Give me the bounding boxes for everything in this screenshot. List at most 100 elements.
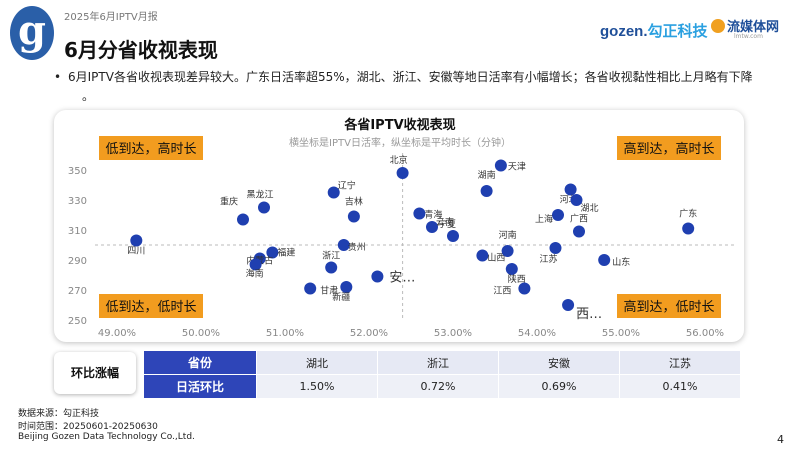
growth-table: 省份 湖北 浙江 安徽 江苏 日活环比 1.50% 0.72% 0.69% 0.…: [143, 350, 741, 399]
quadrant-bottom-left-box: [99, 294, 203, 318]
data-point: [476, 249, 489, 262]
y-tick-label: 350: [68, 166, 87, 177]
data-point: [249, 258, 262, 271]
data-point-label: 广西: [570, 213, 588, 225]
brand-gozen-name: 勾正科技: [647, 23, 708, 40]
data-point-label: 山西: [487, 253, 505, 264]
table-cell-value: 1.50%: [256, 374, 378, 399]
data-point-label: 安…: [389, 271, 415, 286]
data-point-label: 湖南: [478, 169, 496, 181]
x-tick-label: 49.00%: [98, 328, 136, 339]
data-point: [518, 282, 531, 295]
table-row-label: 环比涨幅: [54, 352, 136, 394]
data-point: [325, 261, 338, 274]
media-icon: [711, 19, 725, 33]
brand-gozen: gozen.勾正科技: [600, 20, 708, 41]
summary-text: 6月IPTV各省收视表现差异较大。广东日活率超55%，湖北、浙江、安徽等地日活率…: [68, 70, 753, 84]
quadrant-top-left-box: [99, 136, 203, 160]
data-point-label: 新疆: [332, 291, 350, 303]
table-cell-value: 0.69%: [498, 374, 620, 399]
data-point: [480, 185, 493, 197]
data-point: [327, 186, 340, 199]
data-point-label: 辽宁: [338, 180, 356, 192]
page-title: 6月分省收视表现: [64, 38, 218, 62]
summary-continuation: 。: [82, 89, 95, 103]
data-point-label: 上海: [535, 213, 553, 225]
brand-url: lmtw.com: [734, 33, 763, 40]
data-point: [304, 282, 317, 295]
data-point: [447, 230, 459, 242]
x-tick-label: 54.00%: [518, 328, 556, 339]
data-point: [258, 201, 270, 214]
data-point: [573, 225, 585, 238]
data-point-label: 海南: [246, 268, 264, 280]
data-point-label: 山东: [612, 256, 630, 268]
data-point: [494, 159, 507, 172]
quadrant-top-left-label: 低到达，高时长: [105, 141, 196, 157]
data-point: [505, 263, 518, 275]
data-point-label: 江西: [493, 286, 511, 297]
quadrant-top-right-label: 高到达，高时长: [623, 141, 714, 157]
table-cell-province: 浙江: [377, 350, 499, 375]
quadrant-bottom-right-box: [617, 294, 721, 318]
data-point: [237, 213, 249, 226]
y-tick-label: 270: [68, 286, 87, 297]
brand-media: 流媒体网: [711, 16, 779, 35]
footer-range: 时间范围：20250601-20250630: [18, 422, 158, 432]
y-tick-label: 250: [68, 316, 87, 327]
data-point: [501, 245, 514, 257]
chart-title: 各省IPTV收视表现: [343, 117, 455, 133]
data-point-label: 福建: [277, 247, 295, 259]
data-point: [552, 209, 564, 221]
data-point: [549, 242, 562, 254]
data-point-label: 吉林: [345, 196, 363, 208]
data-point: [564, 183, 577, 196]
brand-gozen-mark: gozen.: [600, 23, 648, 40]
x-tick-label: 52.00%: [350, 328, 388, 339]
chart-subtitle: 横坐标是IPTV日活率，纵坐标是平均时长（分钟）: [289, 136, 511, 149]
data-point-label: 四川: [127, 247, 145, 257]
data-point-label: 贵州: [348, 241, 366, 253]
data-point: [413, 207, 426, 220]
data-point: [130, 234, 143, 247]
data-point-label: 黑龙江: [246, 189, 273, 201]
data-point-label: 天津: [508, 162, 526, 173]
quadrant-bottom-right-label: 高到达，低时长: [623, 299, 714, 315]
x-tick-label: 53.00%: [434, 328, 472, 339]
table-header-metric: 日活环比: [143, 374, 257, 399]
footer-source: 数据来源：勾正科技: [18, 409, 100, 419]
brand-media-name: 流媒体网: [727, 20, 780, 35]
data-point-label: 云南: [436, 216, 454, 228]
quadrant-top-right-box: [617, 136, 721, 160]
data-point-label: 河南: [499, 229, 517, 241]
report-label: 2025年6月IPTV月报: [64, 12, 158, 23]
footer-company: Beijing Gozen Data Technology Co.,Ltd.: [18, 432, 195, 442]
y-tick-label: 330: [68, 196, 87, 207]
table-cell-value: 0.41%: [619, 374, 741, 399]
data-point: [562, 299, 575, 311]
data-point-label: 湖北: [580, 203, 598, 214]
data-point: [396, 167, 409, 179]
table-row-province: 省份 湖北 浙江 安徽 江苏: [143, 350, 741, 375]
data-point-label: 青海: [424, 209, 442, 221]
data-point: [337, 239, 350, 251]
y-tick-label: 290: [68, 256, 87, 267]
page-number: 4: [777, 433, 784, 446]
data-point-label: 浙江: [322, 250, 340, 262]
data-point: [266, 246, 279, 259]
table-cell-province: 湖北: [256, 350, 378, 375]
quadrant-bottom-left-label: 低到达，低时长: [105, 300, 196, 315]
data-point-label: 甘肃: [320, 285, 338, 297]
summary-bullet: •: [54, 70, 62, 84]
data-point: [570, 194, 583, 206]
data-point: [340, 281, 353, 293]
table-cell-province: 安徽: [498, 350, 620, 375]
data-point-label: 重庆: [220, 196, 238, 208]
x-tick-label: 51.00%: [266, 328, 304, 339]
table-cell-province: 江苏: [619, 350, 741, 375]
data-point-label: 陕西: [508, 273, 526, 285]
data-point-label: 江苏: [539, 253, 557, 265]
y-tick-label: 310: [68, 226, 87, 237]
data-point: [682, 222, 695, 235]
